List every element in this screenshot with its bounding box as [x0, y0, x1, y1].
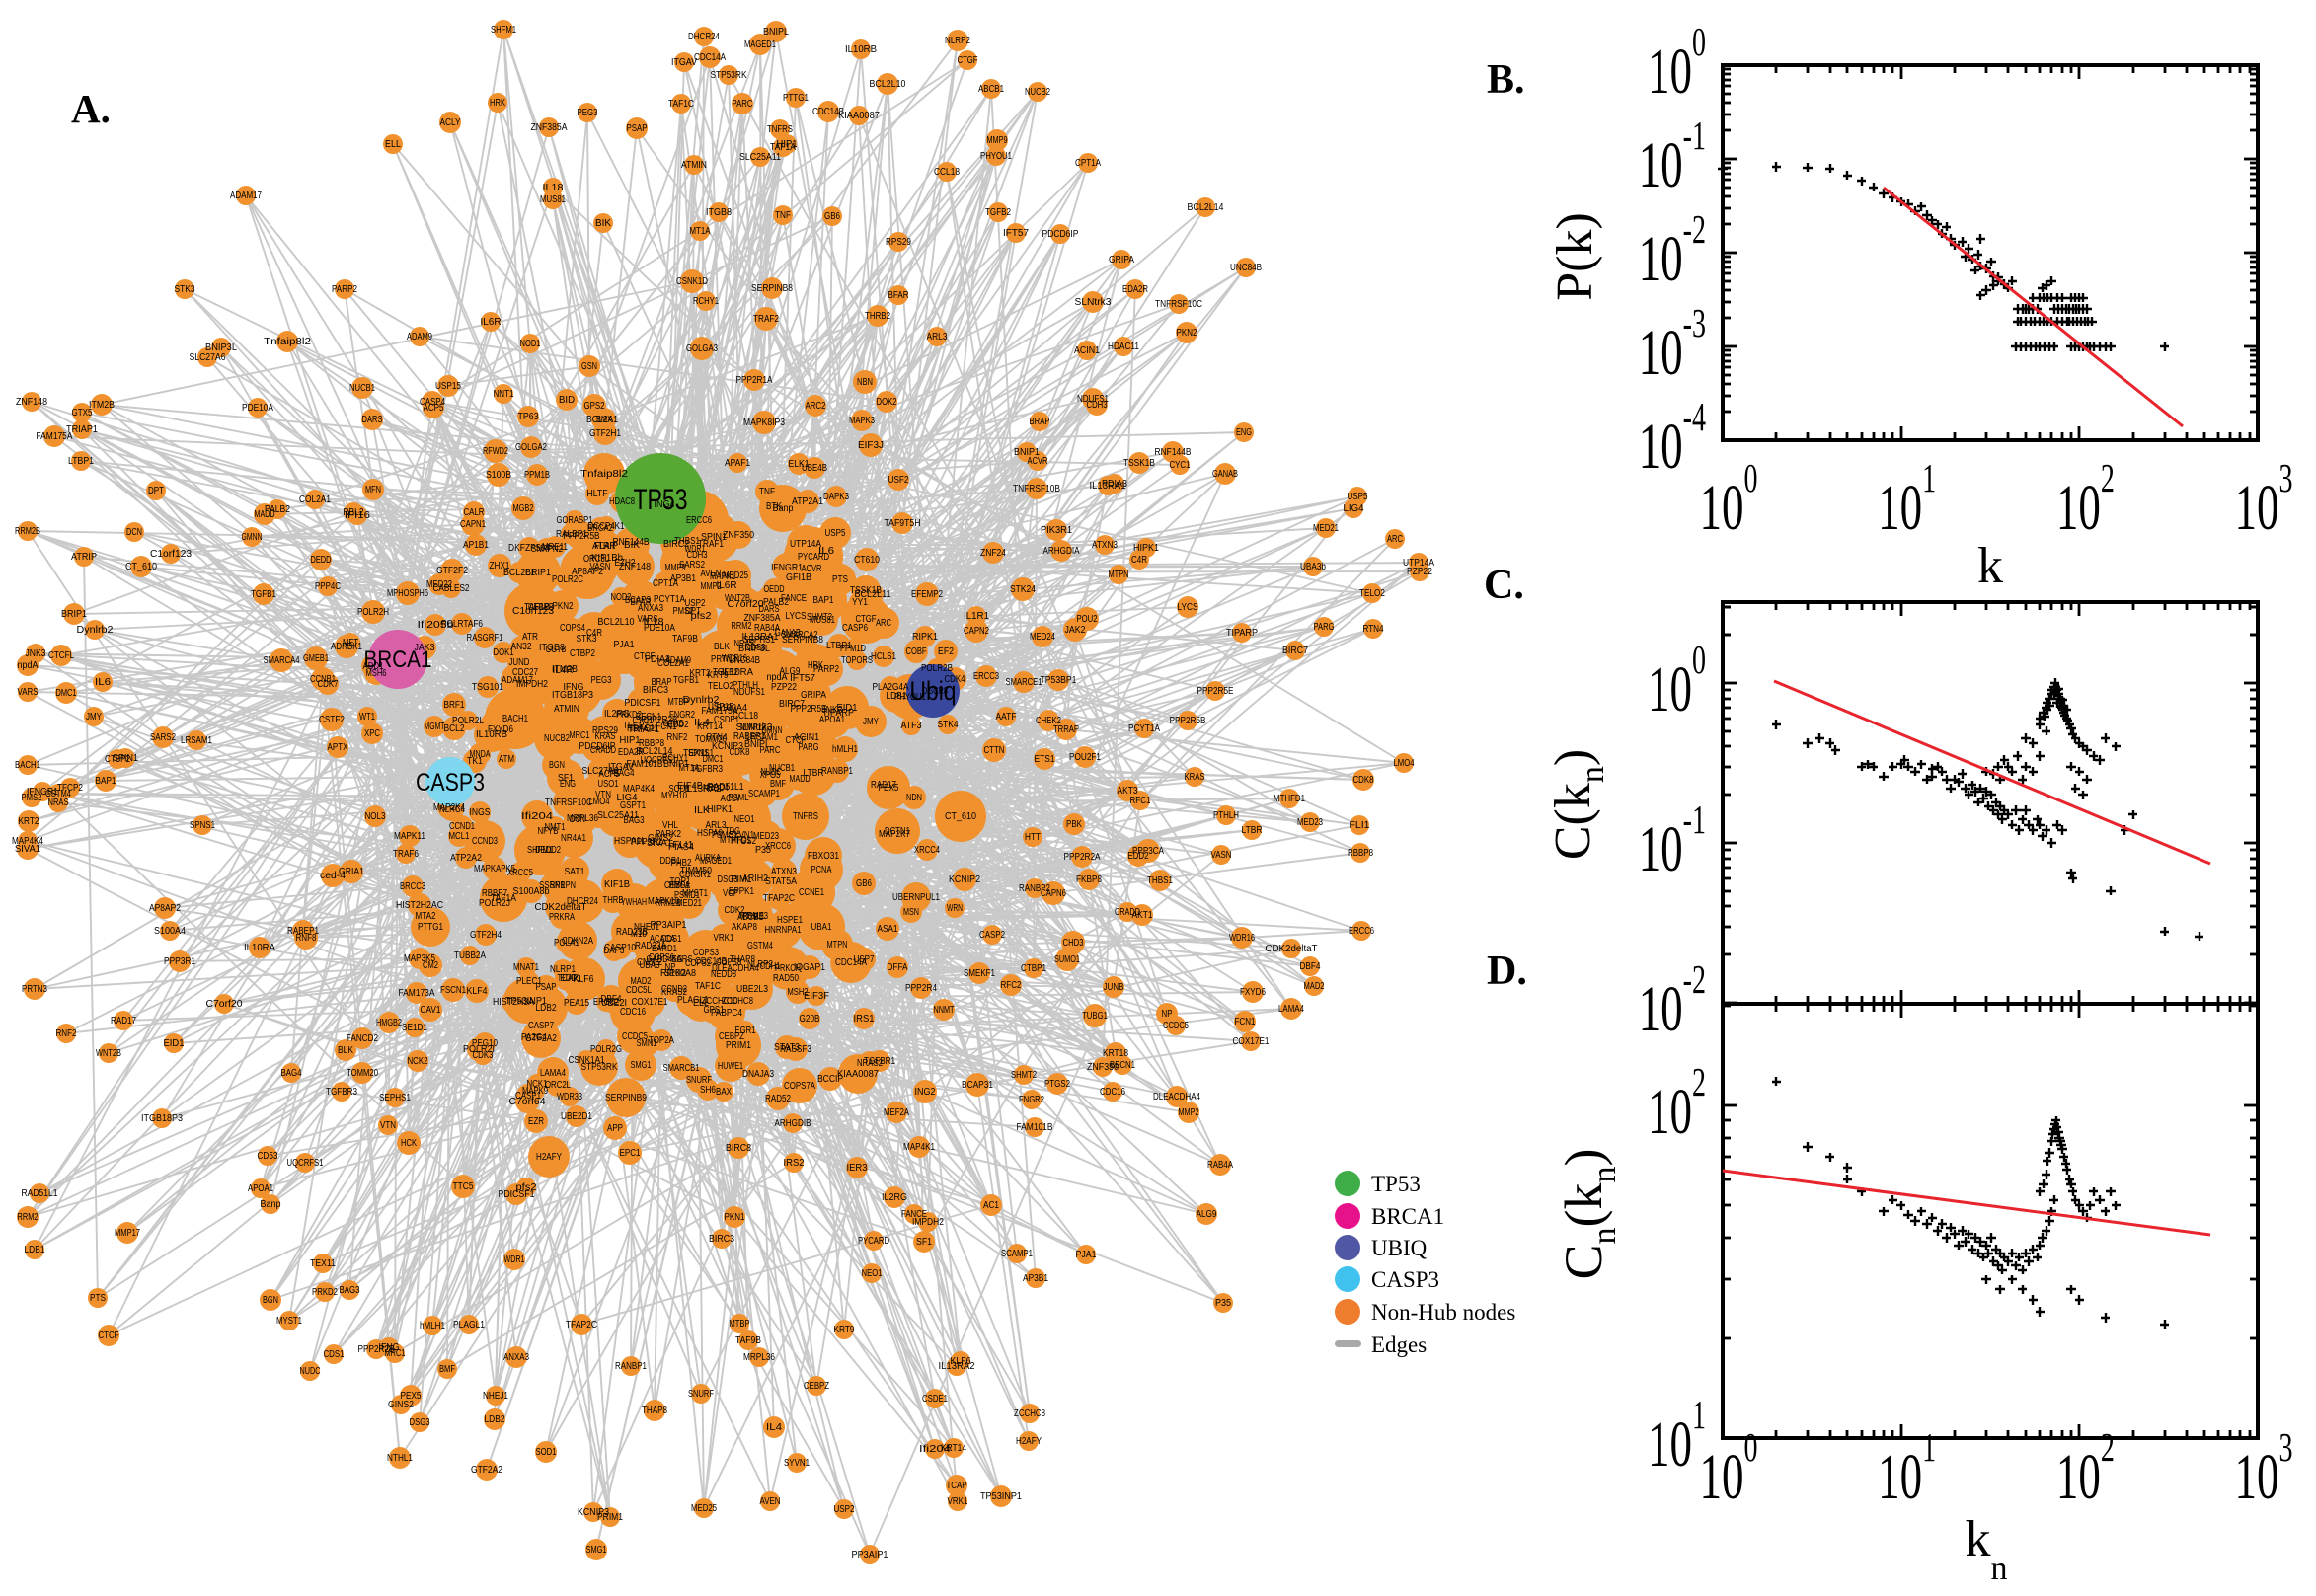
svg-text:TGFBR3: TGFBR3: [691, 764, 723, 775]
svg-text:MTPN: MTPN: [827, 940, 848, 950]
svg-text:NEO1: NEO1: [734, 814, 755, 825]
svg-text:Tnfaip8l2: Tnfaip8l2: [580, 469, 629, 480]
svg-text:BGN: BGN: [549, 760, 565, 771]
svg-text:CD53: CD53: [745, 643, 766, 653]
svg-text:TAF9B: TAF9B: [672, 634, 698, 645]
svg-text:BIK: BIK: [624, 540, 640, 551]
svg-text:ZNF350: ZNF350: [723, 530, 754, 541]
svg-text:BLK: BLK: [714, 642, 730, 652]
svg-text:MMP9: MMP9: [665, 563, 686, 573]
svg-text:IFNG: IFNG: [564, 682, 584, 693]
svg-text:CT_610: CT_610: [945, 811, 976, 822]
svg-text:BCL2L10: BCL2L10: [598, 617, 635, 628]
svg-text:PZP22: PZP22: [771, 682, 797, 693]
svg-text:PDICSF1: PDICSF1: [625, 698, 661, 709]
svg-text:LYCS: LYCS: [786, 611, 807, 622]
svg-text:PDE10A: PDE10A: [644, 623, 675, 634]
svg-text:ENG: ENG: [560, 779, 576, 790]
svg-text:USP5: USP5: [825, 528, 846, 539]
svg-text:ARC: ARC: [876, 618, 891, 629]
svg-text:BAG3: BAG3: [624, 815, 645, 826]
svg-text:SCAMP1: SCAMP1: [748, 789, 780, 799]
svg-text:TNFRS: TNFRS: [793, 811, 818, 822]
svg-text:IL13RA1: IL13RA1: [742, 632, 779, 643]
svg-text:RANBP1: RANBP1: [821, 766, 853, 777]
